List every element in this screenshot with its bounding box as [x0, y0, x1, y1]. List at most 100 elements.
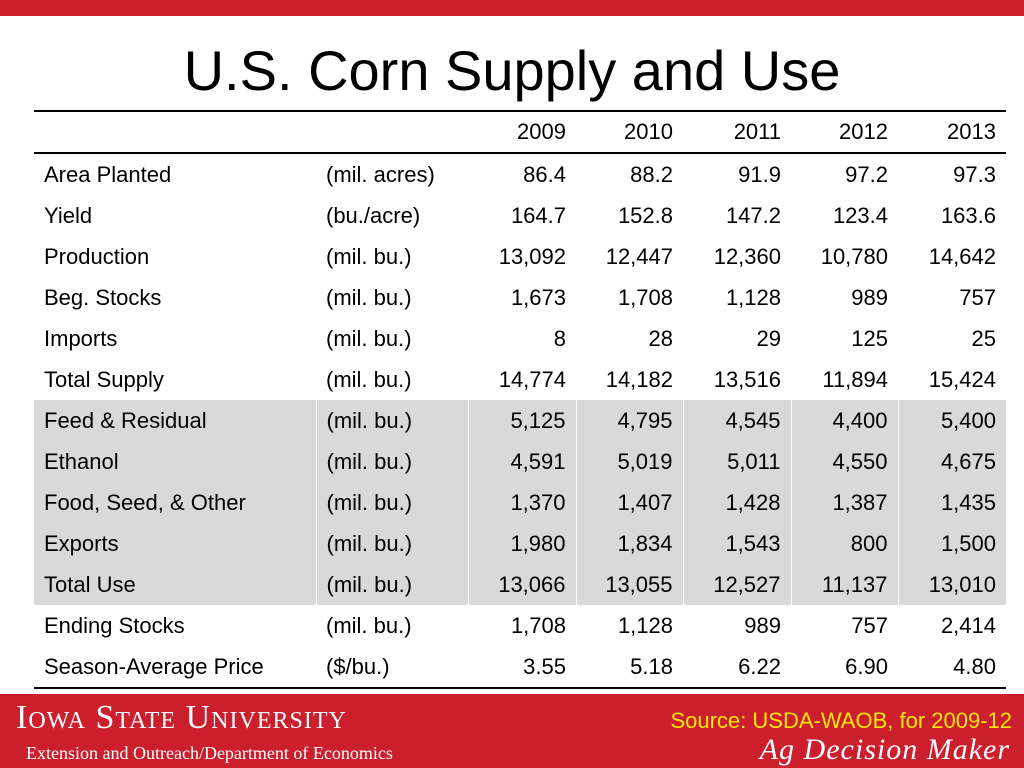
value-cell-2012: 97.2	[845, 161, 888, 187]
value-cell-2010: 1,407	[576, 482, 684, 523]
value-cell-2009: 3.55	[523, 653, 566, 679]
footer-bar: Iowa State University Extension and Outr…	[0, 694, 1024, 768]
header-year-2012: 2012	[839, 119, 888, 144]
table-row: Production (mil. bu.) 13,092 12,447 12,360 10…	[34, 236, 1006, 277]
table-body: Area Planted (mil. acres) 86.4 88.2 91.9 97.2…	[34, 153, 1006, 688]
row-unit: (mil. bu.)	[316, 441, 469, 482]
row-label: Food, Seed, & Other	[34, 482, 317, 523]
header-year-2009: 2009	[517, 119, 566, 144]
value-cell-2010: 1,128	[617, 612, 673, 638]
value-cell-2012: 1,387	[791, 482, 899, 523]
value-cell-2011: 147.2	[725, 202, 781, 228]
value-cell-2010: 28	[648, 325, 673, 351]
header-year-2010: 2010	[624, 119, 673, 144]
value-cell-2013: 4,675	[898, 441, 1006, 482]
row-unit: (mil. acres)	[326, 161, 435, 187]
row-label: Total Use	[34, 564, 317, 605]
row-unit: (mil. bu.)	[316, 523, 469, 564]
value-cell-2010: 4,795	[576, 400, 684, 441]
value-cell-2013: 4.80	[953, 653, 996, 679]
value-cell-2011: 4,545	[683, 400, 792, 441]
row-unit: (mil. bu.)	[316, 482, 469, 523]
supply-use-table-container: 2009 2010 2011 2012 2013 Area Planted (mil. a…	[34, 110, 1006, 689]
value-cell-2012: 11,894	[822, 366, 888, 392]
value-cell-2013: 757	[959, 284, 996, 310]
header-year-2013: 2013	[947, 119, 996, 144]
row-label: Season-Average Price	[44, 653, 264, 679]
value-cell-2010: 5,019	[576, 441, 684, 482]
value-cell-2012: 123.4	[832, 202, 888, 228]
value-cell-2009: 14,774	[498, 366, 566, 392]
row-unit: (mil. bu.)	[316, 564, 469, 605]
value-cell-2012: 800	[791, 523, 899, 564]
table-row: Ethanol (mil. bu.) 4,591 5,019 5,011 4,550 4,6…	[34, 441, 1006, 482]
table-row: Beg. Stocks (mil. bu.) 1,673 1,708 1,128 989 7…	[34, 277, 1006, 318]
row-label: Yield	[44, 202, 93, 228]
value-cell-2013: 15,424	[928, 366, 996, 392]
row-label: Production	[44, 243, 150, 269]
table-row: Ending Stocks (mil. bu.) 1,708 1,128 989 757 2…	[34, 605, 1006, 646]
row-label: Area Planted	[44, 161, 172, 187]
value-cell-2011: 12,360	[713, 243, 781, 269]
value-cell-2012: 125	[851, 325, 888, 351]
value-cell-2010: 1,708	[617, 284, 673, 310]
value-cell-2010: 13,055	[576, 564, 684, 605]
value-cell-2011: 1,543	[683, 523, 792, 564]
value-cell-2013: 14,642	[928, 243, 996, 269]
value-cell-2011: 989	[744, 612, 781, 638]
value-cell-2009: 1,673	[510, 284, 566, 310]
value-cell-2009: 13,092	[498, 243, 566, 269]
page-title: U.S. Corn Supply and Use	[183, 39, 841, 102]
value-cell-2012: 4,550	[791, 441, 899, 482]
table-row: Season-Average Price ($/bu.) 3.55 5.18 6.22 6…	[34, 646, 1006, 688]
row-unit: ($/bu.)	[326, 653, 390, 679]
row-unit: (mil. bu.)	[326, 325, 412, 351]
value-cell-2011: 13,516	[713, 366, 781, 392]
value-cell-2013: 1,435	[898, 482, 1006, 523]
value-cell-2009: 5,125	[468, 400, 577, 441]
value-cell-2013: 97.3	[953, 161, 996, 187]
value-cell-2013: 5,400	[898, 400, 1006, 441]
value-cell-2013: 163.6	[940, 202, 996, 228]
value-cell-2011: 91.9	[738, 161, 781, 187]
department-name: Extension and Outreach/Department of Eco…	[26, 743, 393, 763]
row-unit: (mil. bu.)	[326, 612, 412, 638]
top-accent-bar	[0, 0, 1024, 16]
value-cell-2009: 1,370	[468, 482, 577, 523]
row-unit: (mil. bu.)	[326, 243, 412, 269]
value-cell-2011: 5,011	[683, 441, 792, 482]
value-cell-2010: 14,182	[605, 366, 673, 392]
value-cell-2009: 4,591	[468, 441, 577, 482]
value-cell-2010: 5.18	[630, 653, 673, 679]
table-row: Area Planted (mil. acres) 86.4 88.2 91.9 97.2…	[34, 153, 1006, 195]
value-cell-2009: 13,066	[468, 564, 577, 605]
value-cell-2010: 152.8	[617, 202, 673, 228]
value-cell-2012: 757	[851, 612, 888, 638]
value-cell-2013: 13,010	[898, 564, 1006, 605]
value-cell-2009: 8	[553, 325, 566, 351]
row-unit: (mil. bu.)	[326, 284, 412, 310]
table-row: Total Supply (mil. bu.) 14,774 14,182 13,516…	[34, 359, 1006, 400]
value-cell-2012: 989	[851, 284, 888, 310]
header-unit-cell	[316, 111, 468, 153]
row-label: Beg. Stocks	[44, 284, 162, 310]
row-label: Exports	[34, 523, 317, 564]
table-row: Feed & Residual (mil. bu.) 5,125 4,795 4,545…	[34, 400, 1006, 441]
table-header-row: 2009 2010 2011 2012 2013	[34, 111, 1006, 153]
source-note: Source: USDA-WAOB, for 2009-12	[670, 708, 1012, 733]
value-cell-2010: 88.2	[630, 161, 673, 187]
brand-wordmark: Ag Decision Maker	[759, 733, 1010, 766]
value-cell-2009: 1,980	[468, 523, 577, 564]
value-cell-2009: 1,708	[510, 612, 566, 638]
value-cell-2009: 164.7	[510, 202, 566, 228]
value-cell-2013: 1,500	[898, 523, 1006, 564]
row-label: Imports	[44, 325, 118, 351]
table-row: Total Use (mil. bu.) 13,066 13,055 12,527 11,…	[34, 564, 1006, 605]
row-label: Feed & Residual	[34, 400, 317, 441]
table-row: Yield (bu./acre) 164.7 152.8 147.2 123.4 163.6	[34, 195, 1006, 236]
row-label: Ending Stocks	[44, 612, 185, 638]
value-cell-2012: 6.90	[845, 653, 888, 679]
value-cell-2011: 6.22	[738, 653, 781, 679]
row-unit: (mil. bu.)	[316, 400, 469, 441]
header-year-2011: 2011	[733, 119, 781, 144]
